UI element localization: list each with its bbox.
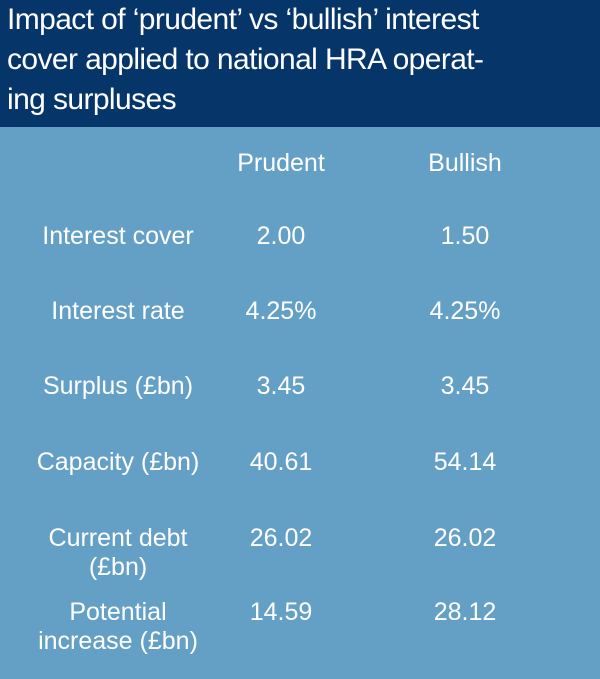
column-header-prudent: Prudent bbox=[237, 149, 325, 177]
prudent-value: 14.59 bbox=[249, 598, 313, 626]
bullish-value: 3.45 bbox=[440, 372, 490, 400]
title-line: Impact of ‘prudent’ vs ‘bullish’ interes… bbox=[7, 3, 479, 36]
row-label-line2: (£bn) bbox=[88, 553, 148, 581]
prudent-value: 3.45 bbox=[256, 372, 306, 400]
title-line: cover applied to national HRA operat- bbox=[7, 43, 484, 76]
title-banner: Impact of ‘prudent’ vs ‘bullish’ interes… bbox=[0, 0, 600, 127]
bullish-value: 28.12 bbox=[433, 598, 497, 626]
bullish-value: 26.02 bbox=[433, 524, 497, 552]
bullish-value: 1.50 bbox=[440, 222, 490, 250]
column-header-bullish: Bullish bbox=[428, 149, 502, 177]
row-label: Current debt bbox=[48, 524, 188, 552]
title-line: ing surpluses bbox=[7, 83, 177, 116]
row-label: Capacity (£bn) bbox=[36, 448, 200, 476]
prudent-value: 26.02 bbox=[249, 524, 313, 552]
prudent-value: 40.61 bbox=[249, 448, 313, 476]
row-label: Surplus (£bn) bbox=[42, 372, 194, 400]
row-label: Interest cover bbox=[42, 222, 194, 250]
row-label: Potential bbox=[69, 598, 167, 626]
prudent-value: 4.25% bbox=[245, 297, 317, 325]
prudent-value: 2.00 bbox=[256, 222, 306, 250]
row-label-line2: increase (£bn) bbox=[38, 627, 198, 655]
row-label: Interest rate bbox=[51, 297, 185, 325]
bullish-value: 54.14 bbox=[433, 448, 497, 476]
page-title: Impact of ‘prudent’ vs ‘bullish’ interes… bbox=[7, 0, 597, 120]
bullish-value: 4.25% bbox=[429, 297, 501, 325]
